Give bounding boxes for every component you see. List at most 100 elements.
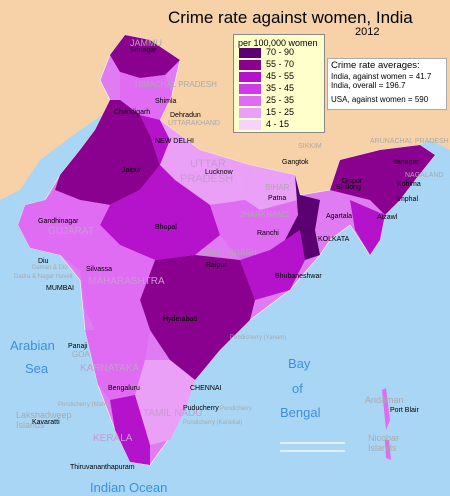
city-label: Kavaratti (32, 419, 60, 426)
region-madhya-pradesh (100, 165, 220, 260)
map-title: Crime rate against women, India (168, 8, 413, 27)
average-usa-women: USA, against women = 590 (331, 95, 429, 104)
city-label: Panaji (68, 343, 88, 350)
region-label: Lakshadweep Islands (16, 410, 72, 430)
region-andhra-pradesh (140, 255, 255, 380)
region-label: Daman & Diu (32, 265, 68, 271)
city-label: Shillong (336, 184, 361, 191)
legend-label: 55 - 70 (266, 59, 295, 69)
legend-label: 45 - 55 (266, 71, 295, 81)
region-rajasthan (55, 100, 160, 205)
map-year: 2012 (355, 26, 380, 38)
city-label: Puducherry (183, 405, 219, 412)
region-odisha (240, 230, 305, 300)
legend-label: 4 - 15 (266, 119, 290, 129)
city-label: Diu (38, 258, 49, 265)
city-label: Imphal (397, 196, 419, 203)
city-label: Thiruvananthapuram (70, 464, 135, 471)
region-uttar-pradesh (160, 120, 250, 205)
region-haryana (140, 115, 170, 165)
city-label: Lucknow (205, 169, 233, 176)
city-label: Shimla (155, 98, 177, 105)
legend-swatch (239, 96, 261, 106)
region-label: KERALA (93, 433, 133, 444)
city-label: NEW DELHI (155, 138, 194, 145)
city-label: Bhubaneshwar (275, 273, 322, 280)
city-label: Dispur (342, 178, 363, 185)
city-label: Srinagar (130, 47, 157, 54)
city-label: Port Blair (390, 407, 419, 414)
region-label: JAMMU (130, 38, 162, 48)
city-label: Kohima (397, 181, 421, 188)
city-label: Dehradun (170, 112, 201, 119)
city-label: Hyderabad (163, 316, 198, 323)
legend-swatch (239, 72, 261, 82)
city-label: MUMBAI (46, 285, 74, 292)
legend-label: 15 - 25 (266, 107, 295, 117)
region-kerala (110, 395, 150, 465)
averages-heading: Crime rate averages: (331, 60, 420, 71)
legend-swatch (239, 120, 261, 130)
city-label: Gandhinagar (38, 218, 79, 225)
city-label: KOLKATA (318, 236, 350, 243)
city-label: Chandigarh (114, 109, 151, 116)
region-label: ARUNACHAL PRADESH (370, 138, 449, 145)
region-tripura-mizoram (350, 200, 385, 255)
scale-bar (280, 442, 345, 452)
region-label: SIKKIM (298, 143, 322, 150)
sea-label: Bay (288, 356, 311, 371)
region-label: HIMACHAL PRADESH (135, 80, 217, 89)
region-label: KARNATAKA (80, 363, 140, 374)
region-label: UTTAR (190, 158, 226, 170)
region-label: TAMIL NADU (143, 408, 203, 419)
region-label: Nicobar Islands (368, 433, 400, 453)
region-label: Pondicherry (Karaikal) (183, 420, 243, 426)
city-label: Silvassa (86, 266, 113, 273)
region-label: Pondicherry (Yanam) (230, 335, 287, 341)
city-label: Bhopal (155, 224, 177, 231)
legend-label: 25 - 35 (266, 95, 295, 105)
legend: per 100,000 women 70 - 90 55 - 70 45 - 5… (233, 34, 325, 133)
average-india-women: India, against women = 41.7 (331, 72, 432, 81)
region-label: MAHARASHTRA (88, 276, 165, 287)
region-maharashtra (80, 225, 155, 330)
region-label: PRADESH (180, 173, 234, 185)
region-label: GOA (72, 350, 90, 359)
region-andaman (382, 388, 391, 460)
region-himachal (120, 72, 172, 120)
city-label: Jaipur (122, 167, 142, 174)
sea-label: Sea (25, 361, 49, 376)
city-label: Ranchi (257, 230, 279, 237)
legend-swatch (239, 48, 261, 58)
region-label: NAGALAND (405, 172, 444, 179)
sea-label: of (292, 381, 303, 396)
averages-box: Crime rate averages: India, against wome… (327, 58, 447, 110)
city-label: Agartala (326, 213, 353, 220)
city-label: Gangtok (282, 159, 309, 166)
average-india-overall: India, overall = 196.7 (331, 81, 406, 90)
region-jammu-kashmir (110, 35, 180, 78)
legend-swatch (239, 84, 261, 94)
region-label: Pondicherry (220, 406, 253, 412)
region-northeast (330, 145, 435, 215)
city-label: Patna (268, 195, 287, 202)
region-label: UTTARAKHAND (168, 120, 220, 127)
city-label: Raipur (206, 262, 227, 269)
city-label: Aizawl (377, 214, 398, 221)
region-label: CHATTISGARH (200, 248, 257, 257)
city-label: Itanagar (393, 159, 419, 166)
region-karnataka (85, 300, 150, 400)
legend-swatch (239, 60, 261, 70)
legend-label: 70 - 90 (266, 47, 295, 57)
sea-label: Indian Ocean (90, 480, 168, 495)
legend-heading: per 100,000 women (238, 38, 318, 48)
region-bihar (245, 165, 298, 210)
region-label: Pondicherry (Mahe) (58, 402, 111, 408)
region-tamil-nadu (135, 360, 195, 445)
city-label: CHENNAI (190, 385, 222, 392)
region-label: Dadra & Nagar Haveli (14, 274, 73, 280)
legend-swatch (239, 108, 261, 118)
region-label: JHARKHAND (240, 210, 289, 219)
city-label: Bengaluru (108, 385, 140, 392)
sea-label: Bengal (280, 405, 321, 420)
